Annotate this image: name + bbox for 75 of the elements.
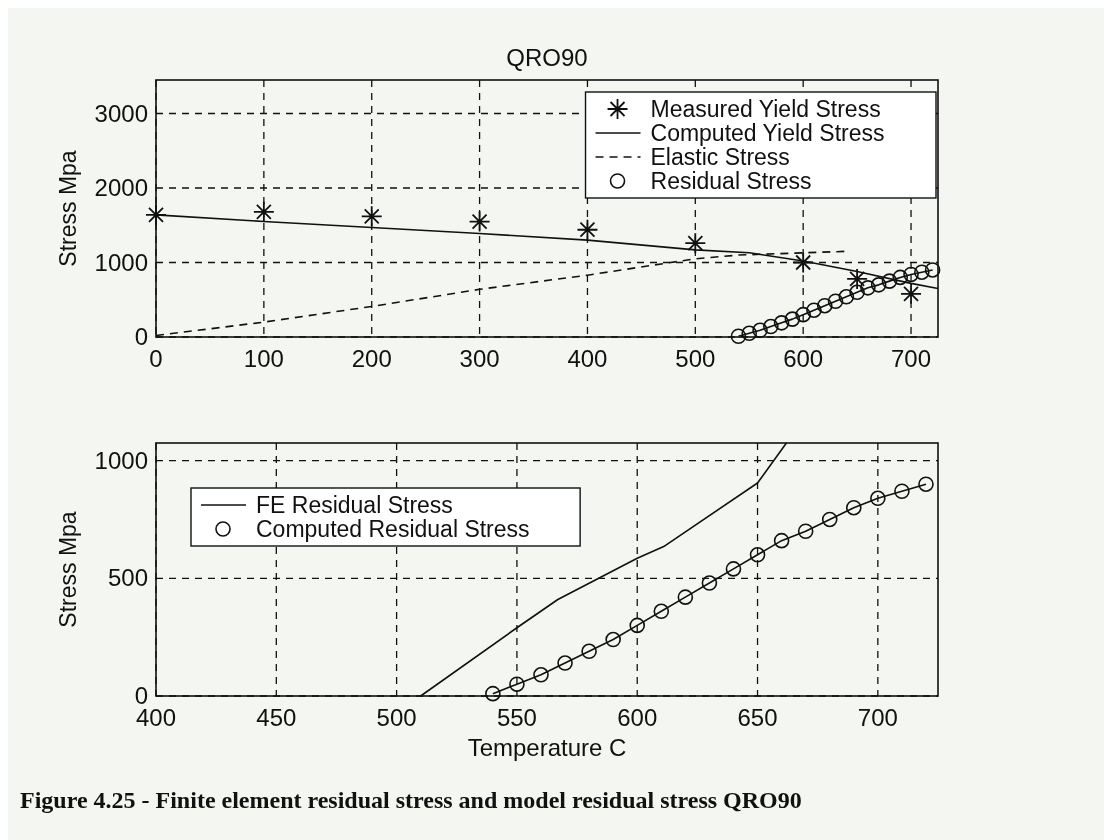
x-axis-title: Temperature C <box>467 734 627 761</box>
legend-label: Computed Yield Stress <box>650 120 885 146</box>
point <box>894 483 910 500</box>
x-tick-label: 300 <box>459 345 500 372</box>
y-axis-title: Stress Mpa <box>55 150 81 267</box>
point <box>914 264 930 280</box>
x-tick-label: 400 <box>567 345 608 372</box>
y-tick-label: 3000 <box>94 99 148 127</box>
point <box>846 268 868 290</box>
legend-label: Residual Stress <box>650 168 812 194</box>
x-tick-label: 200 <box>351 345 392 372</box>
legend-label: Computed Residual Stress <box>256 516 530 542</box>
point <box>849 284 865 301</box>
point <box>701 575 718 591</box>
point <box>795 306 811 323</box>
point <box>509 676 525 693</box>
legend-label: FE Residual Stress <box>256 492 453 518</box>
point <box>576 218 599 241</box>
x-tick-label: 700 <box>891 345 932 372</box>
point <box>763 318 779 335</box>
x-tick-label: 500 <box>675 345 716 372</box>
point <box>838 288 855 305</box>
point <box>741 325 758 342</box>
point <box>725 561 742 577</box>
point <box>870 277 887 293</box>
y-axis-title: Stress Mpa <box>55 511 81 628</box>
x-tick-label: 450 <box>256 704 297 731</box>
point <box>752 322 768 339</box>
point <box>730 328 747 345</box>
y-tick-label: 1000 <box>94 248 148 276</box>
point <box>773 315 790 331</box>
point <box>684 232 707 255</box>
x-tick-label: 600 <box>783 345 824 372</box>
point <box>468 210 491 233</box>
point <box>903 266 919 283</box>
point <box>533 667 549 683</box>
point <box>845 499 862 516</box>
point <box>629 617 646 634</box>
x-tick-label: 650 <box>737 704 778 731</box>
caption: Figure 4.25 - Finite element residual stress and model residual stress QRO90 <box>20 787 802 813</box>
point <box>797 523 814 540</box>
point <box>881 273 898 289</box>
point <box>924 262 941 278</box>
x-tick-label: 100 <box>243 345 284 372</box>
chart-title: QRO90 <box>506 44 588 71</box>
y-tick-label: 500 <box>107 564 148 592</box>
point <box>784 311 801 327</box>
point <box>360 205 383 228</box>
point <box>557 655 573 671</box>
x-tick-label: 500 <box>376 704 417 731</box>
legend-label: Measured Yield Stress <box>650 96 881 122</box>
point <box>773 532 790 549</box>
point <box>677 589 694 605</box>
x-tick-label: 600 <box>617 704 658 731</box>
y-tick-label: 2000 <box>94 174 148 202</box>
x-tick-label: 700 <box>857 704 898 731</box>
point <box>653 603 670 620</box>
point <box>821 511 838 528</box>
point <box>860 280 876 296</box>
point <box>870 490 886 507</box>
point <box>145 203 167 226</box>
point <box>816 297 833 314</box>
point <box>806 302 822 318</box>
point <box>605 631 621 648</box>
y-tick-label: 0 <box>134 323 148 350</box>
point <box>581 643 597 660</box>
point <box>485 685 501 702</box>
point <box>900 282 922 305</box>
point <box>892 269 909 286</box>
y-tick-label: 1000 <box>94 446 148 474</box>
x-tick-label: 550 <box>496 704 537 731</box>
point <box>749 546 766 563</box>
point <box>827 293 844 310</box>
point <box>252 200 275 223</box>
point <box>918 476 934 492</box>
